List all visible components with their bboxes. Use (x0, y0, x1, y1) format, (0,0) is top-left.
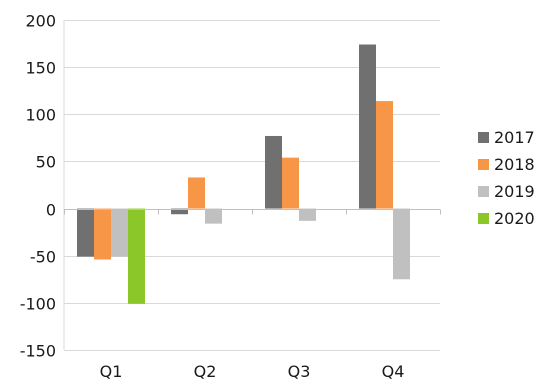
bar-2017-Q2 (171, 208, 188, 215)
bar-2018-Q3 (282, 157, 299, 209)
legend-swatch-2018 (478, 159, 489, 170)
legend-label-2019: 2019 (494, 182, 535, 201)
bar-2018-Q2 (188, 177, 205, 209)
y-tick-label: 50 (36, 153, 56, 172)
legend-label-2020: 2020 (494, 209, 535, 228)
x-tick-label: Q3 (288, 362, 311, 381)
legend-swatch-2017 (478, 132, 489, 143)
bar-series (77, 44, 410, 304)
x-tick-label: Q4 (382, 362, 405, 381)
bar-2019-Q1 (111, 208, 128, 257)
bar-2019-Q3 (299, 208, 316, 221)
y-tick-label: -150 (20, 342, 56, 361)
y-tick-label: -100 (20, 295, 56, 314)
bar-2018-Q1 (94, 208, 111, 260)
bar-2017-Q1 (77, 208, 94, 257)
y-tick-label: 0 (46, 201, 56, 220)
x-axis: Q1 Q2 Q3 Q4 (64, 209, 441, 381)
legend-label-2018: 2018 (494, 155, 535, 174)
y-axis-ticks: -150 -100 -50 0 50 100 150 200 (20, 12, 56, 361)
y-tick-label: 150 (25, 59, 56, 78)
legend-swatch-2020 (478, 213, 489, 224)
bar-2017-Q3 (265, 135, 282, 209)
x-tick-label: Q1 (100, 362, 123, 381)
legend-swatch-2019 (478, 186, 489, 197)
y-tick-label: 200 (25, 12, 56, 31)
bar-2019-Q4 (393, 208, 410, 280)
bar-2017-Q4 (359, 44, 376, 209)
bar-2019-Q2 (205, 208, 222, 224)
bar-2020-Q1 (128, 208, 145, 304)
legend: 2017 2018 2019 2020 (478, 128, 535, 228)
legend-label-2017: 2017 (494, 128, 535, 147)
y-tick-label: 100 (25, 106, 56, 125)
x-tick-label: Q2 (194, 362, 217, 381)
bar-2018-Q4 (376, 101, 393, 209)
y-tick-label: -50 (30, 248, 56, 267)
